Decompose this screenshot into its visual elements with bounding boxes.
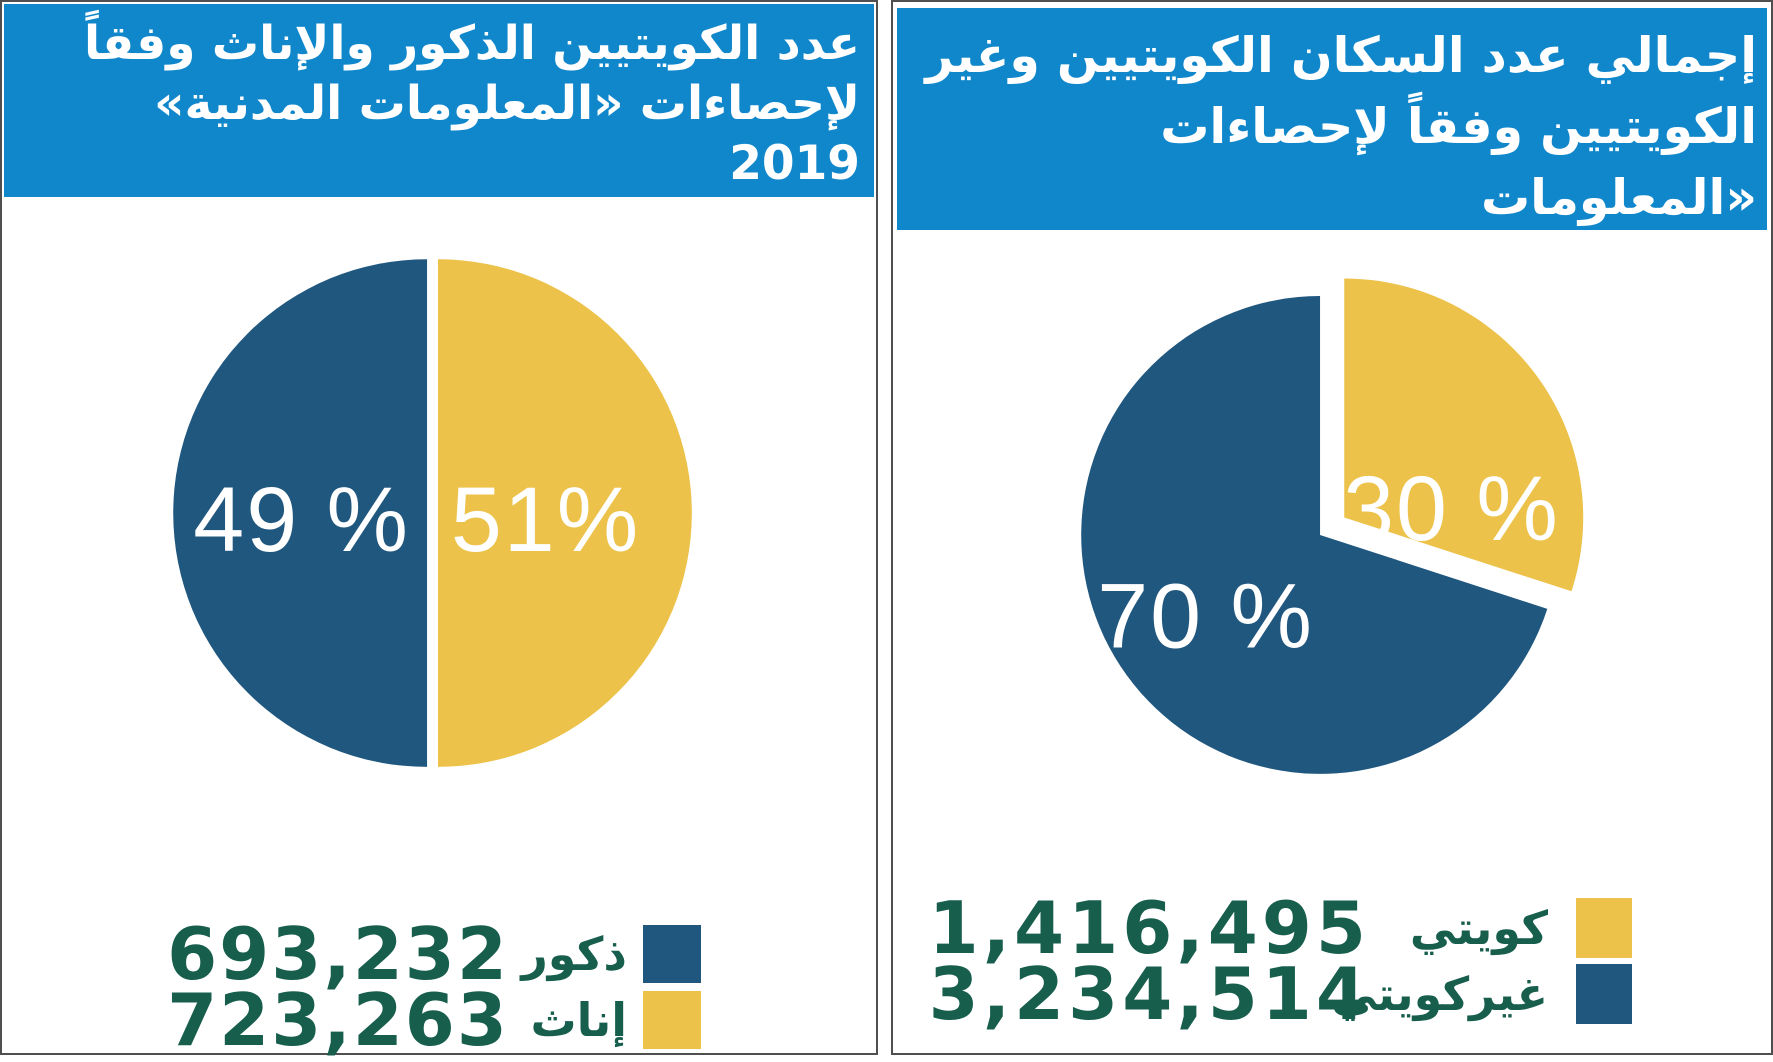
pie-chart-population: 70 % 30 % <box>1081 278 1584 774</box>
pie-label-non-kuwaiti-percent: 70 % <box>1097 565 1314 667</box>
legend-value-females: 723,263 <box>167 978 509 1062</box>
legend-swatch-females <box>643 991 701 1049</box>
legend-label-non-kuwaiti: غيركويتي <box>1331 967 1548 1021</box>
legend-label-males: ذكور <box>521 927 627 981</box>
legend-row-kuwaiti: كويتي 1,416,495 <box>893 886 1632 970</box>
chart-title-line: لإحصاءات «المعلومات المدنية» <box>154 76 860 131</box>
pie-label-kuwaiti-percent: 30 % <box>1343 458 1560 560</box>
pie-slice-kuwaiti <box>1344 278 1584 592</box>
panel-total-population: إجمالي عدد السكان الكويتيين وغير الكويتي… <box>891 0 1773 1055</box>
legend-row-females: إناث 723,263 <box>167 978 701 1062</box>
pie-slice-non-kuwaiti <box>1081 296 1548 774</box>
chart-title-right: إجمالي عدد السكان الكويتيين وغير الكويتي… <box>897 8 1767 297</box>
chart-title-line: عدد الكويتيين الذكور والإناث وفقاً <box>84 16 860 71</box>
chart-title-line: الكويتيين وفقاً لإحصاءات «المعلومات <box>1160 98 1757 226</box>
chart-title-left: عدد الكويتيين الذكور والإناث وفقاً لإحصا… <box>4 4 874 197</box>
pie-label-females-percent: 51% <box>451 469 640 571</box>
pie-chart-males-females: 49 % 51% <box>173 259 692 767</box>
legend-label-kuwaiti: كويتي <box>1409 901 1548 955</box>
pie-label-males-percent: 49 % <box>193 469 410 571</box>
chart-title-line: المدنية» 2019 <box>1407 240 1757 297</box>
legend-swatch-non-kuwaiti <box>1576 964 1632 1024</box>
legend-row-males: ذكور 693,232 <box>167 912 701 996</box>
chart-title-line: 2019 <box>729 136 860 191</box>
pie-slice-males <box>173 259 428 767</box>
legend-label-females: إناث <box>530 993 627 1047</box>
pie-slice-females <box>438 259 692 767</box>
legend-row-non-kuwaiti: غيركويتي 3,234,514 <box>893 952 1632 1036</box>
legend-value-non-kuwaiti: 3,234,514 <box>928 952 1370 1036</box>
legend-value-males: 693,232 <box>167 912 509 996</box>
legend-value-kuwaiti: 1,416,495 <box>928 886 1370 970</box>
panel-males-females: عدد الكويتيين الذكور والإناث وفقاً لإحصا… <box>0 0 878 1062</box>
chart-title-line: إجمالي عدد السكان الكويتيين وغير <box>925 27 1757 84</box>
legend-swatch-kuwaiti <box>1576 898 1632 958</box>
legend-swatch-males <box>643 925 701 983</box>
